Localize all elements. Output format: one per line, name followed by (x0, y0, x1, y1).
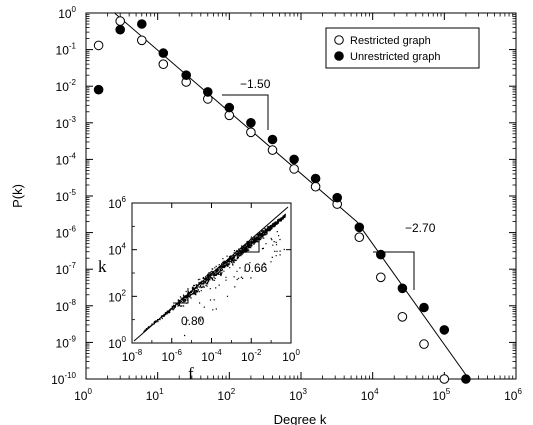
main-data-markers (93, 16, 471, 384)
inset-y-tick-label: 104 (108, 242, 126, 258)
slope-bracket-lower: −2.70 (373, 221, 436, 290)
inset-slope-label-upper: 0.66 (244, 261, 268, 275)
restricted-point (376, 272, 386, 283)
y-tick-label: 10-3 (56, 115, 77, 131)
unrestricted-point (289, 154, 299, 165)
y-tick-label: 10-4 (56, 151, 77, 167)
slope-label-upper: −1.50 (240, 77, 271, 91)
legend: Restricted graph Unrestricted graph (325, 27, 480, 69)
legend-marker-unrestricted (334, 51, 344, 61)
restricted-point (246, 127, 256, 138)
inset-chart: 10-8 10-6 10-4 10-2 100 100 102 104 106 0.66 0.8… (98, 185, 300, 383)
restricted-point (289, 164, 299, 174)
unrestricted-point (310, 173, 321, 184)
slope-label-lower: −2.70 (405, 221, 436, 235)
restricted-point (354, 232, 365, 242)
unrestricted-point (158, 48, 169, 58)
inset-y-tick-label: 100 (108, 335, 126, 351)
inset-x-tick-label: 10-4 (201, 348, 222, 364)
y-tick-label: 10-7 (56, 261, 77, 277)
x-tick-label: 104 (361, 387, 379, 403)
unrestricted-point (439, 325, 450, 335)
slope-bracket-upper: −1.50 (222, 77, 271, 130)
legend-label-unrestricted: Unrestricted graph (350, 51, 441, 63)
x-axis-label: Degree k (274, 412, 327, 425)
y-tick-label: 10-6 (56, 225, 77, 241)
unrestricted-point (246, 118, 256, 128)
y-tick-label: 10-9 (56, 334, 77, 350)
unrestricted-point (115, 24, 125, 35)
inset-y-tick-label: 106 (108, 195, 126, 211)
x-tick-label: 100 (74, 387, 92, 403)
unrestricted-point (267, 134, 278, 145)
legend-marker-restricted (334, 35, 344, 45)
inset-x-tick-label: 10-6 (162, 348, 183, 364)
y-tick-label: 100 (58, 5, 76, 21)
restricted-point (397, 312, 408, 322)
inset-x-tick-label: 100 (282, 348, 300, 364)
inset-tick-labels: 10-8 10-6 10-4 10-2 100 100 102 104 106 (108, 195, 300, 364)
main-tick-labels: 100 101 102 103 104 105 106 10-10 10-9 10-8 10-7 10… (51, 5, 522, 403)
restricted-point (115, 16, 125, 26)
inset-x-tick-label: 10-8 (122, 348, 143, 364)
y-tick-label: 10-8 (56, 298, 77, 314)
x-tick-label: 101 (146, 387, 164, 403)
unrestricted-point (419, 302, 429, 313)
x-tick-label: 105 (432, 387, 450, 403)
legend-label-restricted: Restricted graph (350, 35, 431, 47)
inset-slope-bracket-upper: 0.66 (244, 238, 268, 275)
unrestricted-point (137, 19, 147, 29)
y-axis-label: P(k) (10, 184, 25, 208)
restricted-point (439, 374, 450, 384)
unrestricted-point (461, 374, 471, 384)
inset-y-axis-label: k (98, 257, 107, 276)
restricted-point (267, 145, 278, 155)
unrestricted-point (203, 87, 213, 97)
inset-scatter-points (143, 213, 286, 337)
restricted-point (310, 181, 321, 192)
main-axis-ticks (85, 12, 517, 380)
x-tick-label: 106 (504, 387, 522, 403)
x-tick-label: 102 (217, 387, 235, 403)
unrestricted-point (332, 192, 343, 203)
restricted-point (419, 339, 429, 349)
inset-x-axis-label: f (188, 364, 194, 383)
fit-line-2 (356, 221, 470, 380)
unrestricted-point (93, 84, 104, 95)
inset-axis-ticks (131, 202, 292, 344)
inset-background (114, 185, 300, 342)
inset-data-cloud (143, 213, 286, 337)
unrestricted-point (397, 283, 408, 294)
y-tick-label: 10-10 (51, 371, 76, 387)
inset-slope-label-lower: 0.80 (181, 314, 205, 328)
inset-slope-bracket-lower: 0.80 (173, 288, 205, 328)
unrestricted-point (224, 102, 235, 113)
restricted-point (93, 40, 104, 51)
y-tick-label: 10-5 (56, 188, 77, 204)
inset-fit-line (133, 206, 289, 342)
y-tick-label: 10-1 (56, 42, 77, 58)
legend-box (325, 27, 480, 69)
restricted-point (158, 59, 169, 69)
unrestricted-point (354, 222, 365, 233)
x-tick-label: 103 (289, 387, 307, 403)
restricted-point (137, 35, 147, 46)
y-tick-label: 10-2 (56, 78, 77, 94)
unrestricted-point (181, 70, 191, 80)
inset-y-tick-label: 102 (108, 288, 126, 304)
inset-x-tick-label: 10-2 (241, 348, 262, 364)
